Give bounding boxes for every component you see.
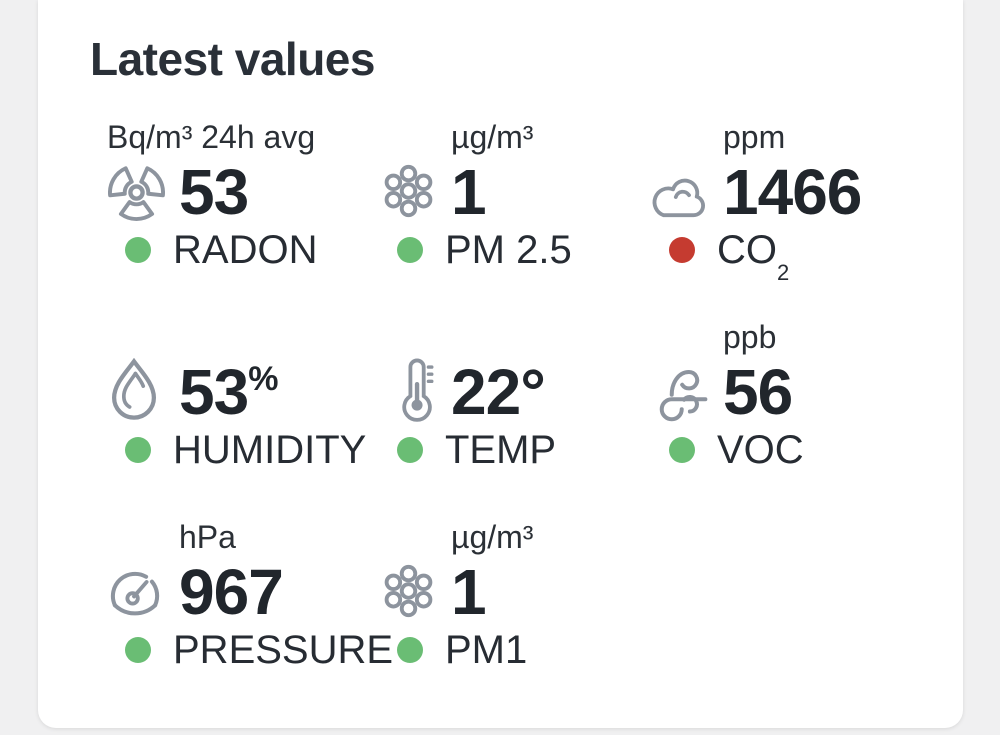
metric-unit: hPa <box>179 519 236 555</box>
metric-value: 1 <box>451 556 487 628</box>
metric-unit: µg/m³ <box>451 519 534 555</box>
status-dot <box>125 437 151 463</box>
metric-unit <box>377 320 649 354</box>
metric-tile-radon[interactable]: Bq/m³ 24h avg 53 RADON <box>105 120 377 320</box>
particles-icon <box>377 160 437 222</box>
status-dot <box>669 437 695 463</box>
status-dot <box>397 637 423 663</box>
metric-unit <box>105 320 377 354</box>
status-dot <box>397 437 423 463</box>
gauge-icon <box>105 568 165 622</box>
metric-value: 22° <box>451 356 546 428</box>
metric-value: 53 <box>179 156 249 228</box>
metric-name: VOC <box>717 428 804 472</box>
metric-name: PM 2.5 <box>445 228 572 272</box>
page-title: Latest values <box>90 33 375 85</box>
metric-value: 53% <box>179 356 279 428</box>
metric-name: RADON <box>173 228 318 272</box>
status-dot <box>397 237 423 263</box>
metric-tile-humidity[interactable]: 53% HUMIDITY <box>105 320 377 520</box>
metric-tile-pm1[interactable]: µg/m³ 1 <box>377 520 649 720</box>
metric-name: TEMP <box>445 428 557 472</box>
metric-name: PM1 <box>445 628 528 672</box>
metric-value: 1466 <box>723 156 862 228</box>
metrics-grid: Bq/m³ 24h avg 53 RADON <box>105 120 921 720</box>
metric-tile-co2[interactable]: ppm 1466 CO2 <box>649 120 921 320</box>
metric-name: HUMIDITY <box>173 428 367 472</box>
status-dot <box>669 237 695 263</box>
radiation-icon <box>105 164 165 222</box>
metric-value: 56 <box>723 356 793 428</box>
metric-tile-temp[interactable]: 22° TEMP <box>377 320 649 520</box>
metric-unit: Bq/m³ 24h avg <box>107 119 316 155</box>
metric-tile-pressure[interactable]: hPa 967 PRESS <box>105 519 393 720</box>
metric-tile-pm25[interactable]: µg/m³ 1 <box>377 120 649 320</box>
latest-values-card: Latest values Bq/m³ 24h avg 53 <box>38 0 963 728</box>
metric-value: 967 <box>179 556 284 628</box>
particles-icon <box>377 560 437 622</box>
metric-unit: ppb <box>723 319 777 355</box>
metric-value: 1 <box>451 156 487 228</box>
metric-name: CO2 <box>717 228 790 285</box>
metric-unit: µg/m³ <box>451 119 534 155</box>
thermometer-icon <box>377 354 437 422</box>
status-dot <box>125 237 151 263</box>
status-dot <box>125 637 151 663</box>
wind-icon <box>649 362 709 422</box>
metric-name: PRESSURE <box>173 628 394 672</box>
droplet-icon <box>105 358 165 422</box>
metric-unit: ppm <box>723 119 786 155</box>
metric-tile-voc[interactable]: ppb 56 VOC <box>649 320 921 520</box>
cloud-icon <box>649 172 709 222</box>
